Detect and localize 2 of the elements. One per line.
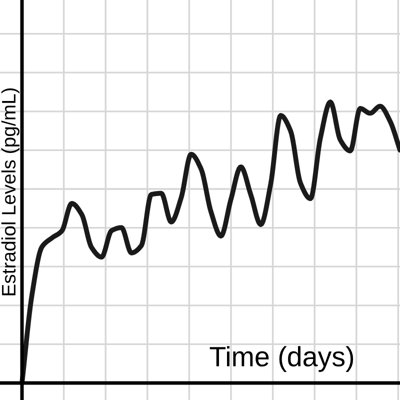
x-axis-title: Time (days) xyxy=(210,346,354,372)
y-axis-title: Estradiol Levels (pg/mL) xyxy=(1,88,20,296)
